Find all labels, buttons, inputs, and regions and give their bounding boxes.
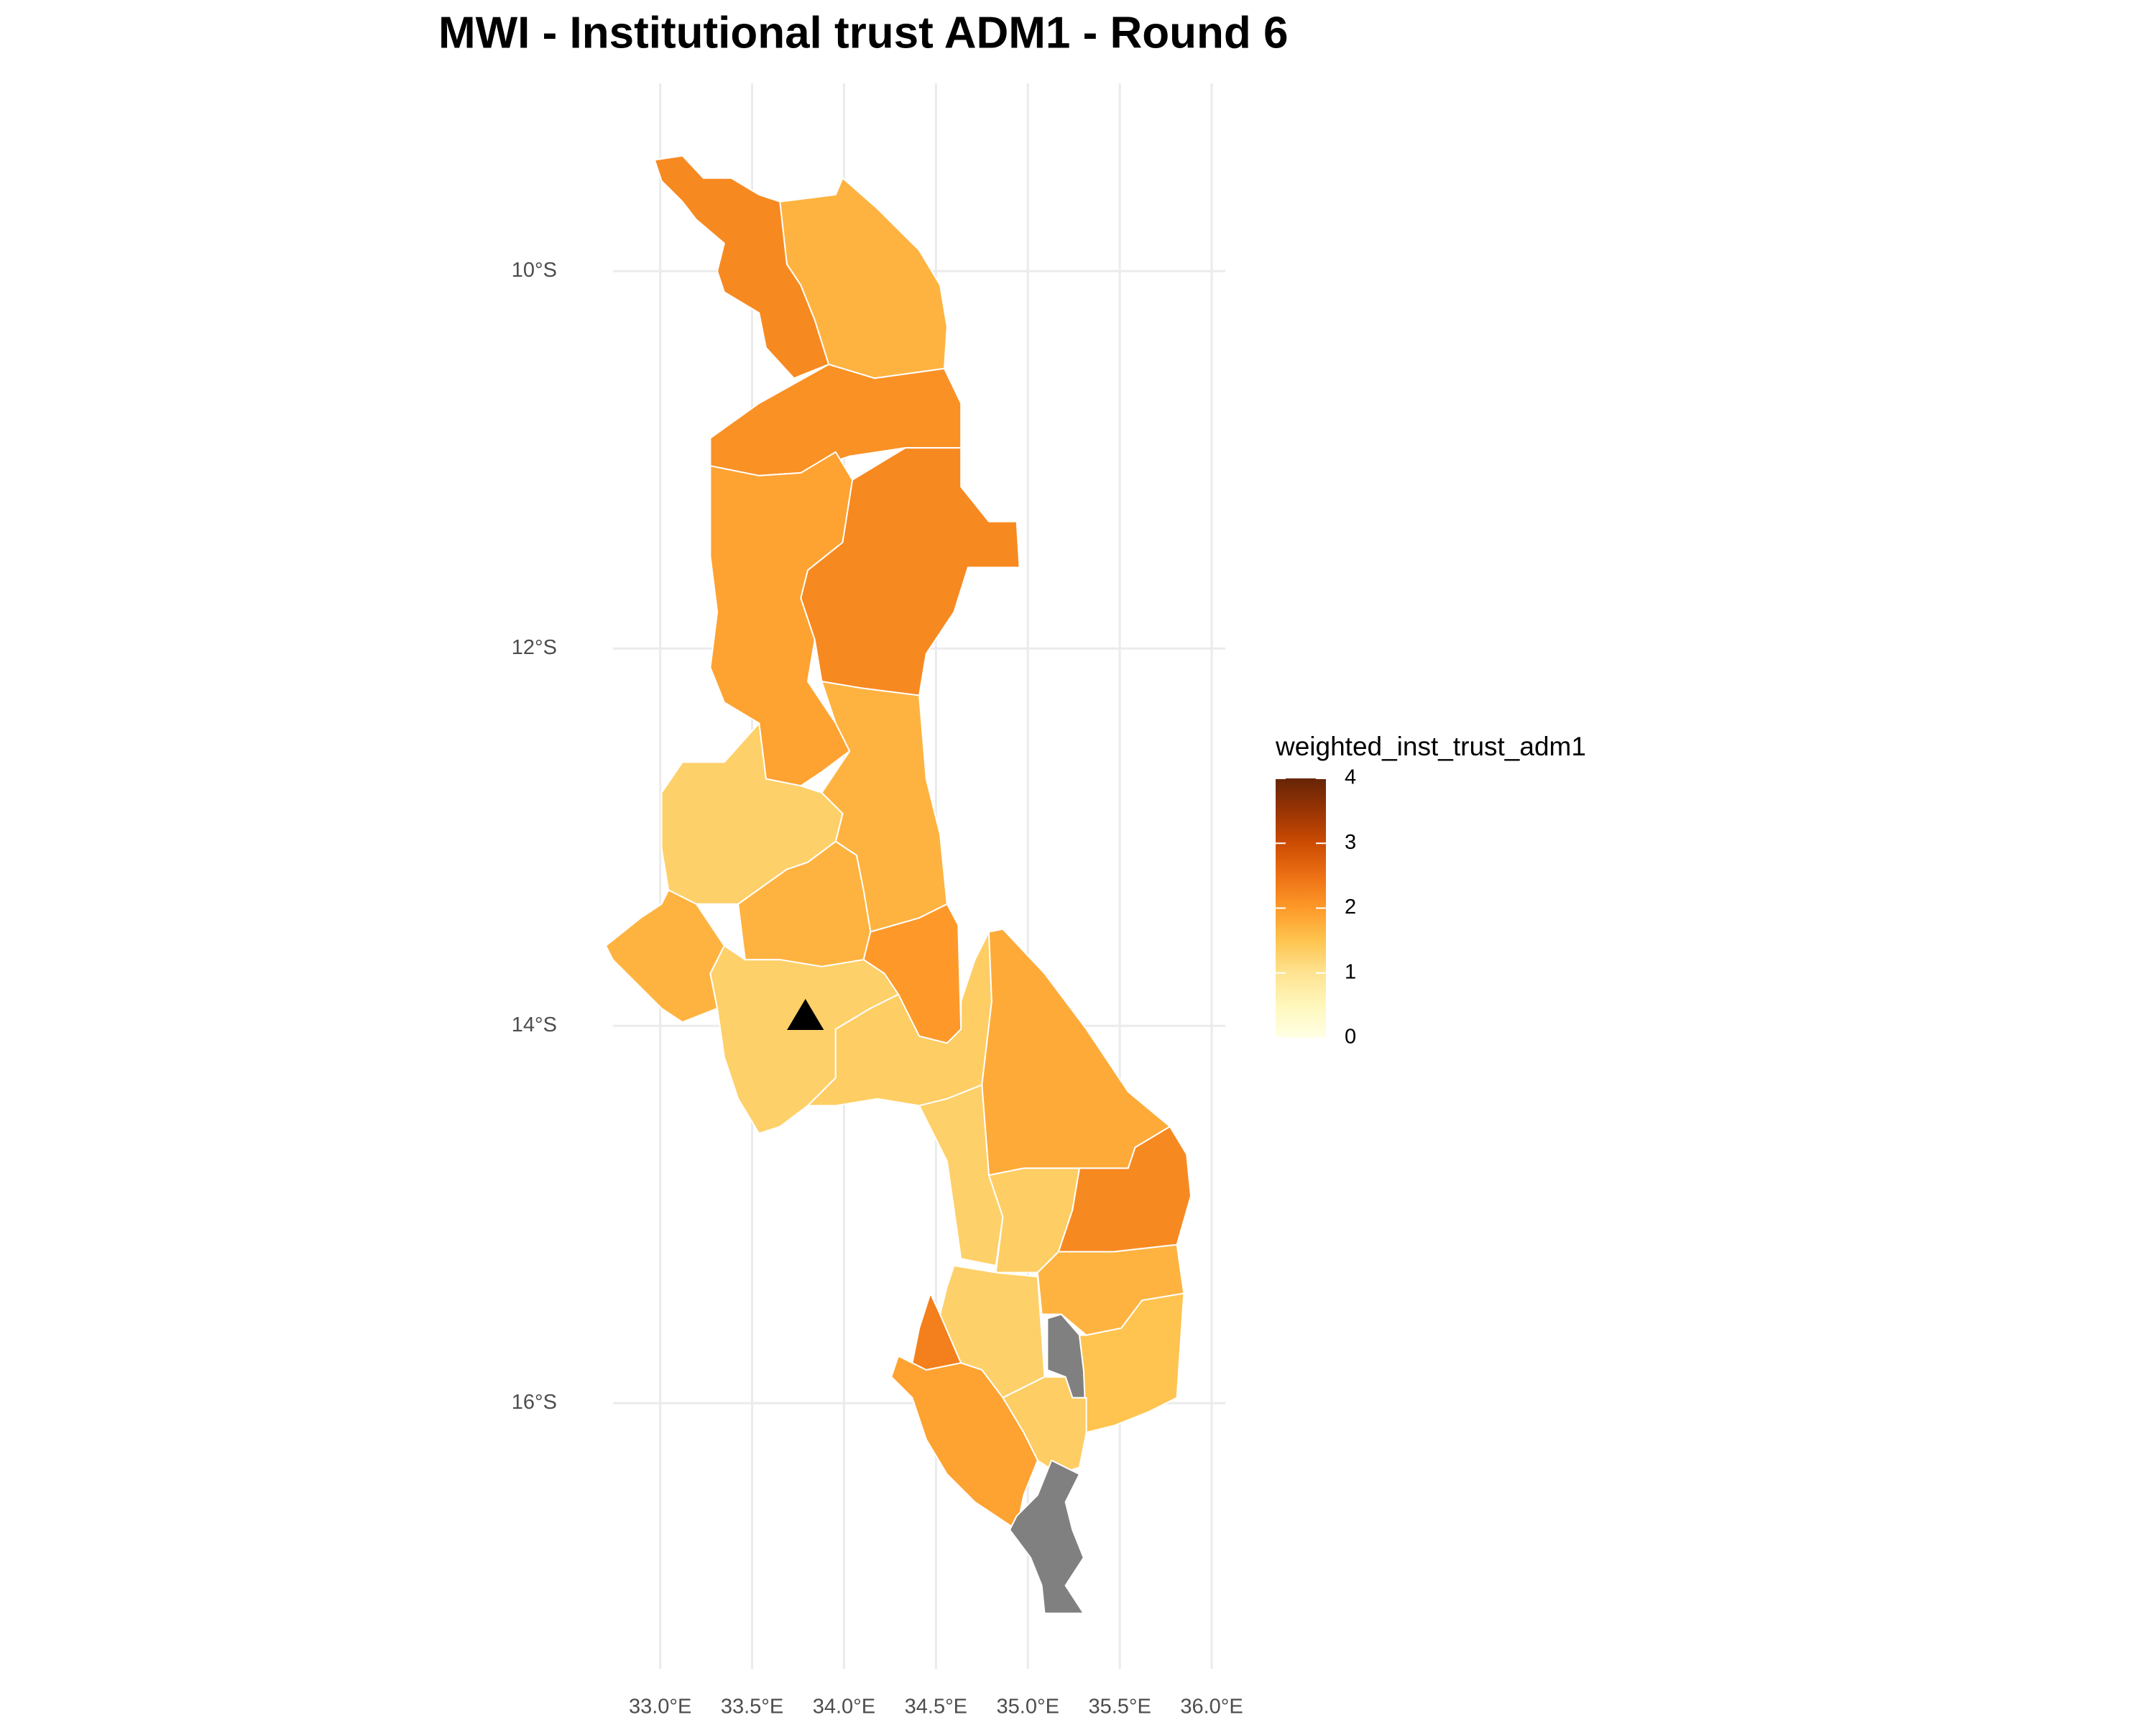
x-tick-label: 33.5°E <box>721 1696 783 1719</box>
region <box>1079 1292 1185 1433</box>
region <box>605 889 725 1024</box>
y-tick-label: 14°S <box>512 1013 557 1036</box>
chart-title: MWI - Institutional trust ADM1 - Round 6 <box>438 8 1288 58</box>
x-tick-label: 33.0°E <box>629 1696 691 1719</box>
region <box>779 177 948 380</box>
legend: 0 1 2 3 4 <box>1276 766 1356 1049</box>
y-tick-label: 16°S <box>512 1391 557 1414</box>
region <box>653 155 830 380</box>
y-tick-label: 12°S <box>512 636 557 659</box>
region <box>981 928 1171 1177</box>
colorbar-label: 1 <box>1345 960 1356 983</box>
x-tick-label: 36.0°E <box>1180 1696 1243 1719</box>
region <box>890 1355 1038 1531</box>
colorbar-label: 0 <box>1345 1026 1356 1049</box>
x-tick-label: 34.0°E <box>813 1696 875 1719</box>
x-tick-label: 35.5°E <box>1088 1696 1151 1719</box>
capital-marker <box>787 998 824 1030</box>
points <box>787 998 824 1030</box>
y-tick-label: 10°S <box>512 259 557 282</box>
legend-title: weighted_inst_trust_adm1 <box>1275 732 1586 761</box>
colorbar-label: 4 <box>1345 766 1356 789</box>
colorbar-label: 2 <box>1345 896 1356 919</box>
x-tick-label: 34.5°E <box>905 1696 967 1719</box>
colorbar-label: 3 <box>1345 831 1356 854</box>
region <box>807 931 992 1107</box>
axes: 33.0°E 33.5°E 34.0°E 34.5°E 35.0°E 35.5°E 36.0… <box>512 259 1243 1719</box>
region <box>1009 1459 1084 1614</box>
region <box>800 447 1021 696</box>
regions <box>605 155 1192 1614</box>
x-tick-label: 35.0°E <box>997 1696 1059 1719</box>
